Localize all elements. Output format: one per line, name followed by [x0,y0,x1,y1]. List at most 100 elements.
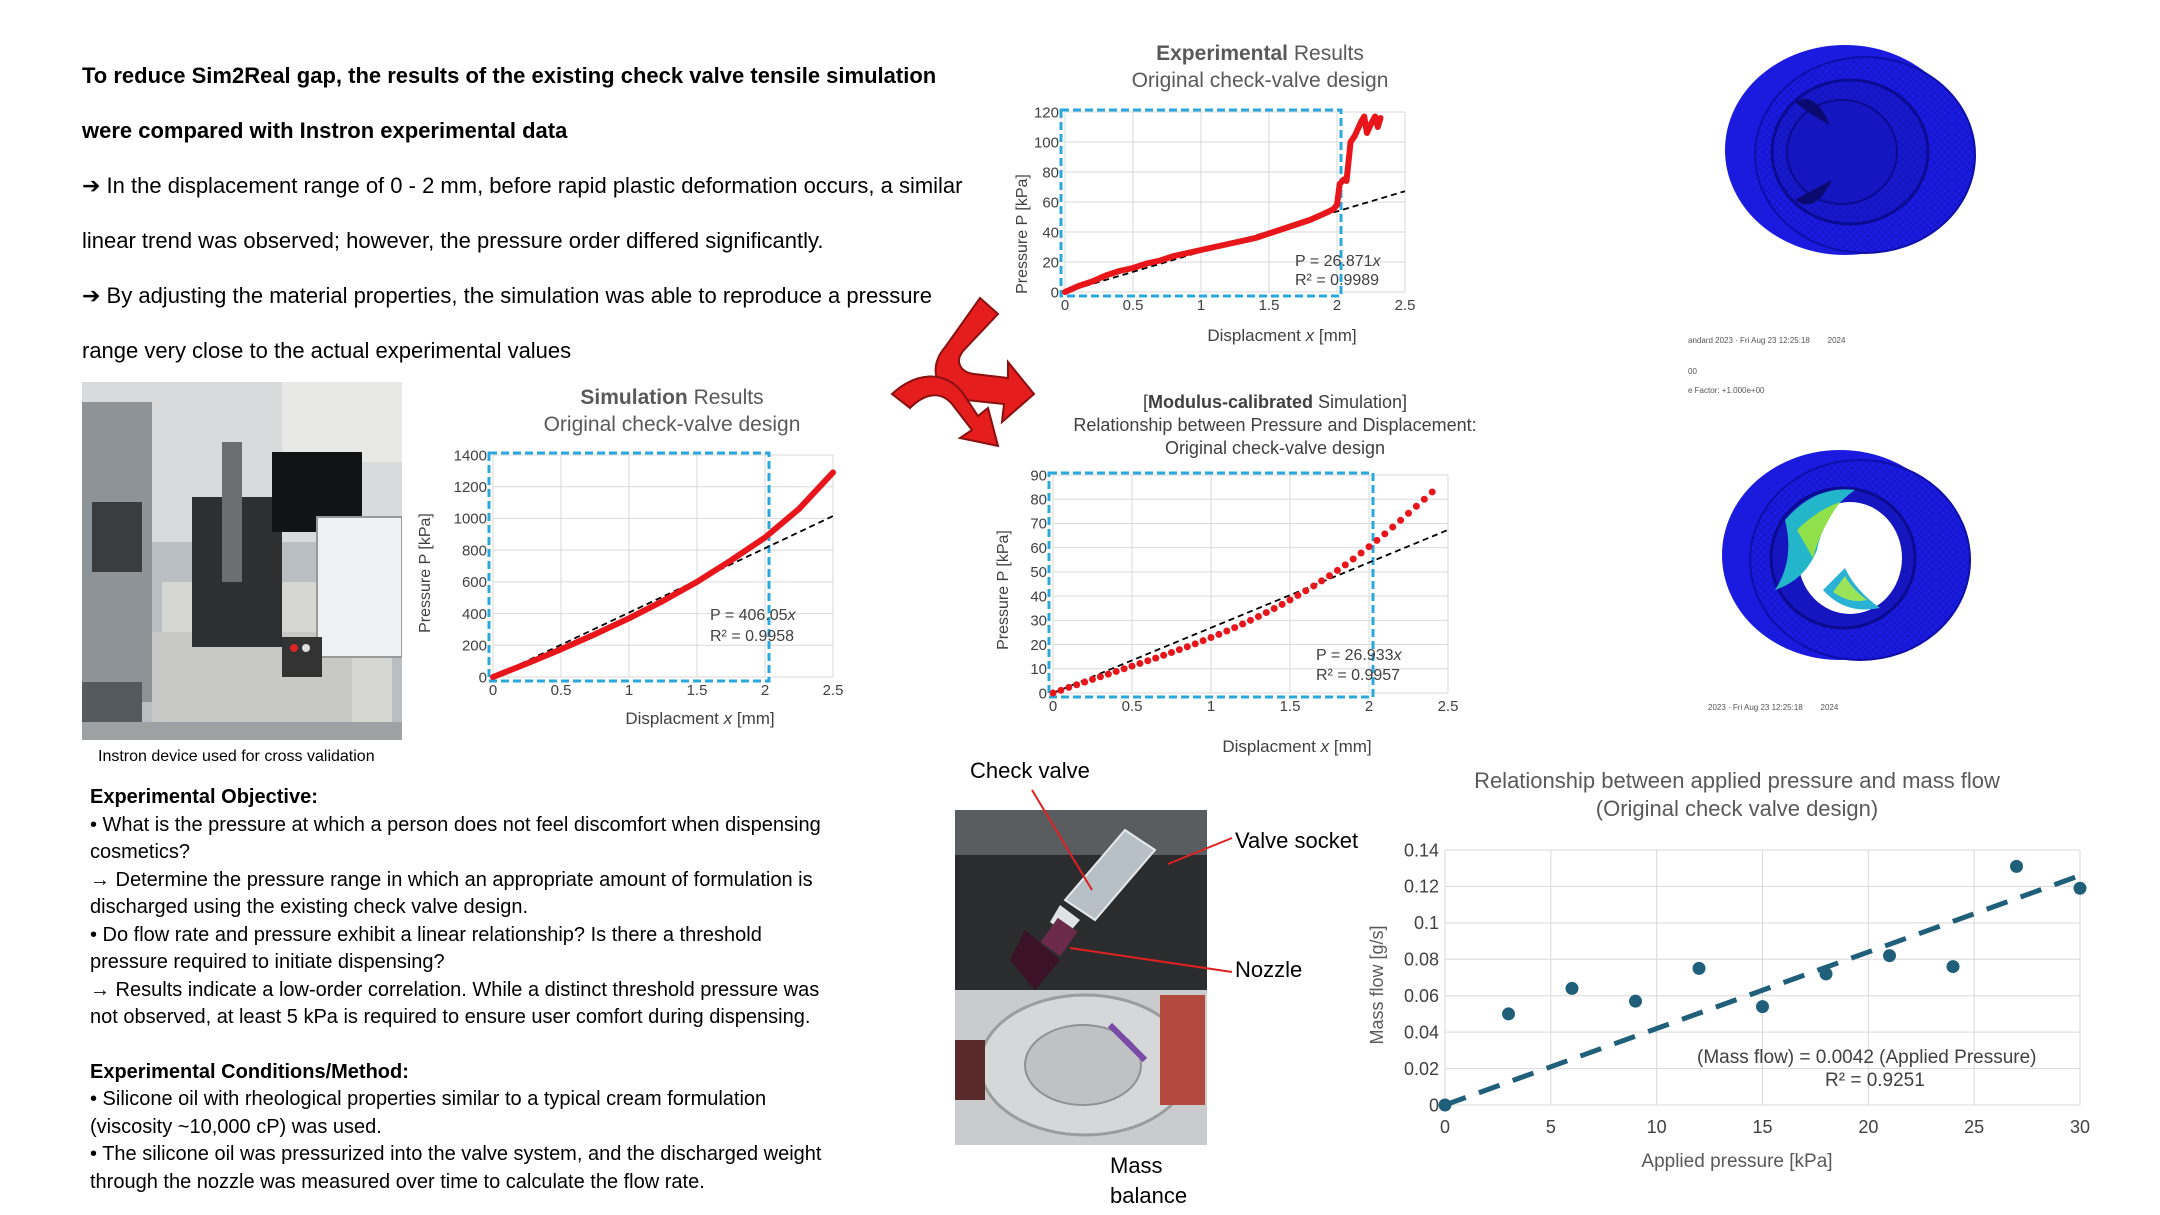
fit-equation: (Mass flow) = 0.0042 (Applied Pressure) [1697,1047,2037,1068]
chart-simulation: Simulation Results Original check-valve … [410,380,930,730]
data-point [2073,881,2087,895]
data-point [1254,612,1262,620]
fit-r-squared: R² = 0.9989 [1295,272,1379,289]
highlight-box [1047,471,1375,699]
x-tick-label: 30 [2070,1117,2090,1137]
y-tick-label: 0.1 [1414,913,1439,933]
data-point [1756,1000,1769,1014]
data-point [1168,649,1175,657]
conditions-line: • Silicone oil with rheological properti… [90,1088,767,1110]
data-point [1231,624,1239,632]
x-tick-label: 0 [1440,1117,1450,1137]
y-tick-label: 0.06 [1404,986,1439,1006]
data-point [1096,673,1104,681]
y-tick-label: 10 [1030,661,1047,678]
chart-subtitle-2: Original check-valve design [1165,438,1385,458]
label-valve-socket: Valve socket [1235,828,1359,853]
chart-title: [Modulus-calibrated Simulation] [1143,392,1407,412]
intro-line-2: were compared with Instron experimental … [82,118,568,143]
data-point [1389,523,1397,531]
data-point [1191,640,1199,648]
x-tick-label: 0 [1061,297,1069,314]
conditions-line: through the nozzle was measured over tim… [90,1170,705,1193]
data-point [1341,561,1349,569]
x-tick-label: 10 [1647,1117,1667,1137]
pointer-nozzle [1069,947,1233,973]
data-point [1883,949,1896,963]
label-check-valve: Check valve [970,758,1090,783]
data-point [1065,683,1073,691]
y-tick-label: 0 [1051,284,1059,301]
x-tick-label: 0 [1049,698,1057,715]
x-tick-label: 1.5 [687,682,708,699]
objective-section: Experimental Objective: • What is the pr… [90,784,940,1196]
data-point [1428,488,1436,496]
y-axis-label: Pressure P [kPa] [417,513,434,633]
x-axis-label: Applied pressure [kPa] [1641,1151,1832,1172]
data-point [1438,1098,1452,1112]
data-point [1365,543,1373,551]
data-point [1175,646,1183,654]
y-axis-label: Mass flow [g/s] [1367,925,1387,1044]
x-tick-label: 2 [1365,698,1373,715]
y-tick-label: 80 [1042,164,1059,181]
y-tick-label: 90 [1030,467,1047,484]
trend-line [1052,529,1449,694]
chart-massflow-svg: Relationship between applied pressure an… [1367,768,2090,1172]
objective-line: → Determine the pressure range in which … [90,868,813,891]
x-tick-label: 1 [625,682,633,699]
highlight-box [1059,108,1343,298]
objective-line: pressure required to initiate dispensing… [90,951,445,973]
data-point [1357,549,1365,557]
y-tick-label: 0 [1039,685,1047,702]
data-point [1104,670,1112,678]
x-tick-label: 2 [761,682,769,699]
chart-subtitle: Original check-valve design [544,413,801,436]
data-point [1692,961,1706,975]
data-point [1333,566,1341,574]
y-tick-label: 20 [1042,254,1059,271]
highlight-box [487,451,771,683]
x-axis-label: Displacment x [mm] [1222,737,1371,756]
y-tick-label: 70 [1030,516,1047,533]
y-tick-label: 120 [1034,104,1059,121]
fit-r-squared: R² = 0.9957 [1316,667,1400,684]
x-tick-label: 5 [1546,1117,1556,1137]
fit-r-squared: R² = 0.9958 [710,628,794,645]
data-point [1183,643,1191,651]
x-tick-label: 2.5 [1438,698,1459,715]
data-point [1397,516,1405,524]
data-point [1081,678,1089,686]
fem-top-factor: e Factor: +1.000e+00 [1688,386,1765,395]
data-point [1089,675,1096,683]
data-point [1318,577,1326,585]
y-tick-label: 1200 [454,479,487,496]
fit-equation: P = 26.871x [1295,253,1382,270]
data-point [1819,967,1833,981]
data-point [1128,662,1136,670]
y-tick-label: 60 [1030,540,1047,557]
data-point [1420,495,1428,503]
x-tick-label: 1.5 [1280,698,1301,715]
data-point [1405,509,1412,517]
data-point [1144,657,1152,665]
chart-calibrated-svg: [Modulus-calibrated Simulation] Relation… [995,392,1477,756]
data-point [1278,600,1286,608]
x-tick-label: 2 [1333,297,1341,314]
intro-line-3: ➔ In the displacement range of 0 - 2 mm,… [82,173,963,198]
data-point [1152,654,1160,662]
intro-line-6: range very close to the actual experimen… [82,338,572,363]
data-point [1326,572,1333,580]
fem-top-value: 00 [1688,367,1697,376]
chart-title: Relationship between applied pressure an… [1474,768,2000,793]
objective-heading: Experimental Objective: [90,786,318,808]
x-tick-label: 2.5 [1395,297,1416,314]
chart-experimental: Experimental Results Original check-valv… [1005,38,1505,358]
data-point [1373,536,1381,544]
x-tick-label: 0.5 [1123,297,1144,314]
pointer-check-valve [1031,789,1093,891]
x-tick-label: 1.5 [1259,297,1280,314]
y-axis-label: Pressure P [kPa] [995,530,1012,650]
trend-line [492,515,834,678]
y-tick-label: 600 [462,574,487,591]
